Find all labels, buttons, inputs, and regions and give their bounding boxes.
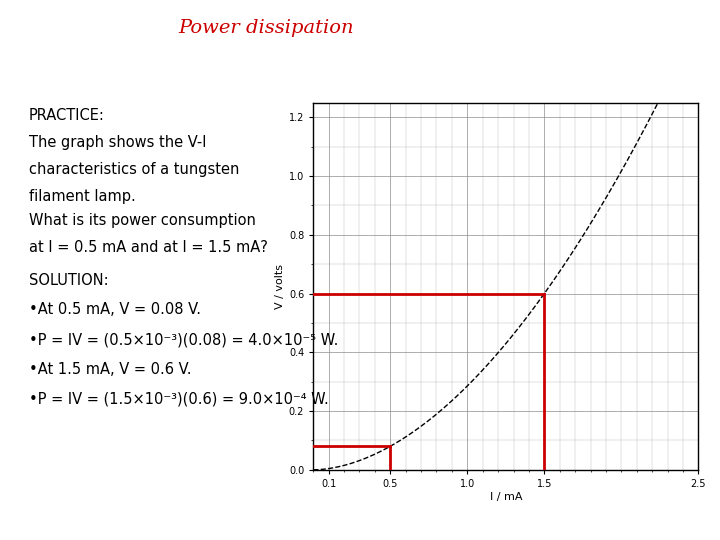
X-axis label: I / mA: I / mA [490,491,522,502]
Text: characteristics of a tungsten: characteristics of a tungsten [29,162,239,177]
Text: •P = IV = (1.5×10⁻³)(0.6) = 9.0×10⁻⁴ W.: •P = IV = (1.5×10⁻³)(0.6) = 9.0×10⁻⁴ W. [29,392,328,407]
Text: PRACTICE:: PRACTICE: [29,108,104,123]
Y-axis label: V / volts: V / volts [274,264,284,309]
Text: SOLUTION:: SOLUTION: [29,273,109,288]
Text: •P = IV = (0.5×10⁻³)(0.08) = 4.0×10⁻⁵ W.: •P = IV = (0.5×10⁻³)(0.08) = 4.0×10⁻⁵ W. [29,332,338,347]
Text: at I = 0.5 mA and at I = 1.5 mA?: at I = 0.5 mA and at I = 1.5 mA? [29,240,268,255]
Text: What is its power consumption: What is its power consumption [29,213,256,228]
Text: Power dissipation: Power dissipation [179,19,354,37]
Text: •At 0.5 mA, V = 0.08 V.: •At 0.5 mA, V = 0.08 V. [29,302,201,318]
Text: The graph shows the V-I: The graph shows the V-I [29,135,207,150]
Text: •At 1.5 mA, V = 0.6 V.: •At 1.5 mA, V = 0.6 V. [29,362,192,377]
Text: filament lamp.: filament lamp. [29,189,135,204]
